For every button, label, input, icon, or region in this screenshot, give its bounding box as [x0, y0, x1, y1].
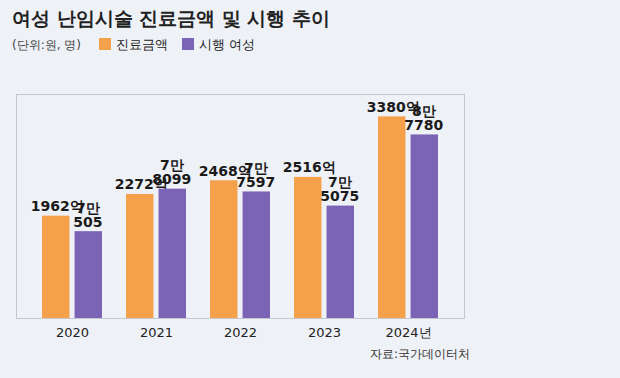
html-text:(단위:원, 명): (단위:원, 명) — [12, 37, 81, 52]
svg-text:7만5075: 7만5075 — [320, 174, 359, 204]
html-text:진료금액: 진료금액 — [116, 37, 168, 52]
svg-text:7만505: 7만505 — [73, 200, 102, 230]
svg-text:2023: 2023 — [308, 325, 341, 340]
svg-text:2468억: 2468억 — [198, 162, 252, 179]
svg-text:2272억: 2272억 — [114, 176, 168, 193]
svg-text:8만7780: 8만7780 — [404, 103, 443, 133]
svg-text:1962억: 1962억 — [30, 198, 84, 215]
html-text:여성 난임시술 진료금액 및 시행 추이: 여성 난임시술 진료금액 및 시행 추이 — [12, 7, 331, 29]
svg-text:7만7597: 7만7597 — [236, 160, 275, 190]
svg-text:2021: 2021 — [140, 325, 173, 340]
html-text:시행 여성: 시행 여성 — [199, 37, 256, 52]
svg-text:2024년: 2024년 — [385, 325, 431, 340]
html-text:자료:국가데이터처: 자료:국가데이터처 — [370, 347, 470, 361]
svg-text:2516억: 2516억 — [283, 159, 336, 175]
svg-text:2022: 2022 — [224, 325, 257, 340]
svg-text:3380억: 3380억 — [366, 98, 420, 115]
svg-text:2020: 2020 — [56, 325, 89, 340]
svg-text:7만8099: 7만8099 — [152, 157, 191, 187]
